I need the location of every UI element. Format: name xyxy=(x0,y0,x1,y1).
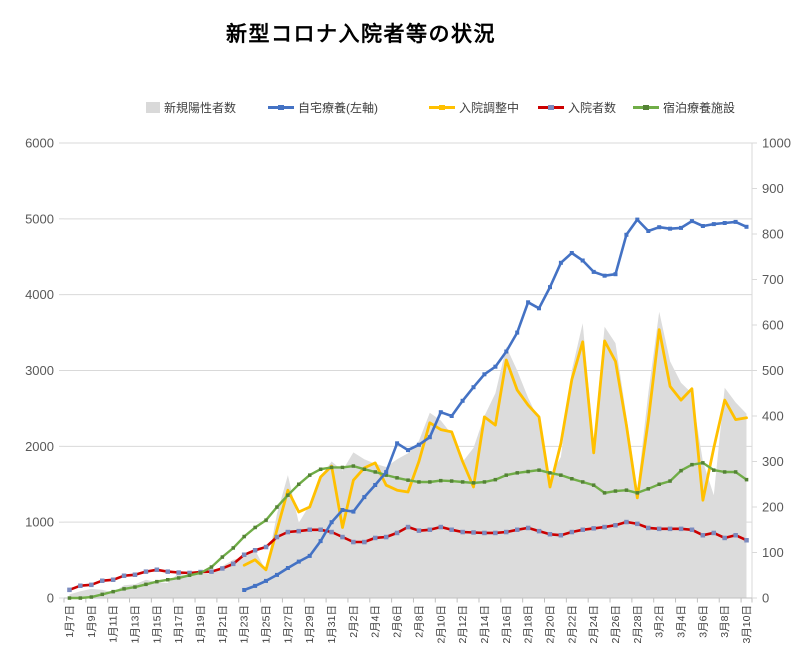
svg-text:400: 400 xyxy=(762,409,784,424)
legend-item-awaiting-admission: 入院調整中 xyxy=(429,99,519,115)
line-swatch-icon xyxy=(538,102,564,113)
svg-text:1000: 1000 xyxy=(762,136,791,151)
svg-text:2月20日: 2月20日 xyxy=(544,605,556,644)
x-axis xyxy=(59,142,757,603)
svg-text:1月27日: 1月27日 xyxy=(282,605,294,644)
legend-label: 自宅療養(左軸) xyxy=(298,100,378,115)
svg-text:2月24日: 2月24日 xyxy=(588,605,600,644)
svg-text:500: 500 xyxy=(762,363,784,378)
svg-text:2000: 2000 xyxy=(25,439,54,454)
svg-text:2月26日: 2月26日 xyxy=(610,605,622,644)
legend-item-lodging-facility: 宿泊療養施設 xyxy=(633,99,735,115)
svg-text:2月28日: 2月28日 xyxy=(632,605,644,644)
svg-text:2月18日: 2月18日 xyxy=(523,605,535,644)
svg-text:100: 100 xyxy=(762,545,784,560)
y-axis-left-labels: 0 1000 2000 3000 4000 5000 6000 xyxy=(25,136,54,606)
svg-text:3月10日: 3月10日 xyxy=(741,605,753,644)
svg-text:0: 0 xyxy=(47,591,54,606)
svg-text:1月19日: 1月19日 xyxy=(195,605,207,644)
line-swatch-icon xyxy=(268,102,294,113)
svg-text:300: 300 xyxy=(762,454,784,469)
x-axis-labels: 1月7日 1月9日 1月11日 1月13日 1月15日 1月17日 1月19日 1月21日 1月… xyxy=(64,605,753,644)
svg-text:2月6日: 2月6日 xyxy=(392,605,404,638)
legend-label: 入院者数 xyxy=(568,100,617,115)
svg-text:2月14日: 2月14日 xyxy=(479,605,491,644)
svg-text:2月10日: 2月10日 xyxy=(435,605,447,644)
legend-item-hospitalized: 入院者数 xyxy=(538,99,616,115)
series-home-care-line xyxy=(242,217,749,592)
svg-text:800: 800 xyxy=(762,227,784,242)
legend-label: 入院調整中 xyxy=(459,100,520,115)
svg-text:2月2日: 2月2日 xyxy=(348,605,360,638)
legend-item-home-care: 自宅療養(左軸) xyxy=(268,99,378,115)
svg-text:1月15日: 1月15日 xyxy=(151,605,163,644)
legend: 新規陽性者数 自宅療養(左軸) 入院調整中 入院者数 宿泊療養施設 xyxy=(0,99,800,117)
svg-text:2月4日: 2月4日 xyxy=(370,605,382,638)
svg-text:1月17日: 1月17日 xyxy=(173,605,185,644)
svg-text:1月29日: 1月29日 xyxy=(304,605,316,644)
legend-item-new-positives: 新規陽性者数 xyxy=(146,99,236,115)
svg-text:0: 0 xyxy=(762,591,769,606)
svg-text:5000: 5000 xyxy=(25,211,54,226)
svg-text:3000: 3000 xyxy=(25,363,54,378)
svg-text:3月2日: 3月2日 xyxy=(654,605,666,638)
svg-text:1月13日: 1月13日 xyxy=(129,605,141,644)
svg-text:2月8日: 2月8日 xyxy=(413,605,425,638)
area-swatch-icon xyxy=(146,101,160,113)
svg-text:1月31日: 1月31日 xyxy=(326,605,338,644)
svg-text:4000: 4000 xyxy=(25,287,54,302)
svg-text:2月12日: 2月12日 xyxy=(457,605,469,644)
svg-text:700: 700 xyxy=(762,272,784,287)
svg-text:1月11日: 1月11日 xyxy=(108,605,120,643)
svg-text:1000: 1000 xyxy=(25,515,54,530)
svg-text:600: 600 xyxy=(762,318,784,333)
svg-text:3月4日: 3月4日 xyxy=(676,605,688,638)
svg-text:3月6日: 3月6日 xyxy=(697,605,709,638)
y-axis-right-labels: 0 100 200 300 400 500 600 700 800 900 1000 xyxy=(762,136,791,606)
chart-title: 新型コロナ入院者等の状況 xyxy=(226,23,496,46)
series-lodging-facility-line xyxy=(67,461,749,600)
svg-text:1月21日: 1月21日 xyxy=(217,605,229,644)
svg-text:1月7日: 1月7日 xyxy=(64,605,76,638)
svg-text:2月22日: 2月22日 xyxy=(566,605,578,644)
svg-text:2月16日: 2月16日 xyxy=(501,605,513,644)
series-hospitalized-line xyxy=(67,519,749,593)
svg-text:3月8日: 3月8日 xyxy=(719,605,731,638)
svg-text:200: 200 xyxy=(762,500,784,515)
line-swatch-icon xyxy=(429,102,455,113)
line-swatch-icon xyxy=(633,102,659,113)
legend-label: 新規陽性者数 xyxy=(164,100,237,115)
svg-text:1月9日: 1月9日 xyxy=(86,605,98,638)
svg-text:6000: 6000 xyxy=(25,136,54,151)
svg-text:900: 900 xyxy=(762,181,784,196)
series-new-positives-area xyxy=(69,311,747,598)
svg-text:1月23日: 1月23日 xyxy=(239,605,251,644)
svg-text:1月25日: 1月25日 xyxy=(261,605,273,644)
legend-label: 宿泊療養施設 xyxy=(663,100,736,115)
series-awaiting-admission-line xyxy=(242,328,748,572)
